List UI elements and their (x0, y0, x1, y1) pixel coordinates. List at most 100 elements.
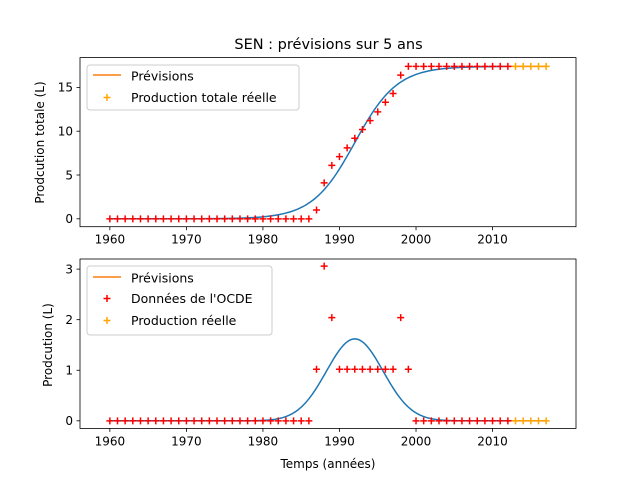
oecd-data-point (381, 365, 389, 373)
oecd-data-point (374, 108, 382, 116)
x-tick-label: 1970 (171, 434, 202, 448)
y-tick-label: 2 (65, 313, 73, 327)
oecd-data-point (236, 215, 244, 223)
oecd-data-point (198, 215, 206, 223)
oecd-data-point (504, 417, 512, 425)
oecd-data-point (335, 365, 343, 373)
oecd-data-point (305, 417, 313, 425)
x-tick-label: 1960 (95, 434, 126, 448)
oecd-data-point (305, 215, 313, 223)
plot-area (106, 262, 550, 425)
oecd-data-point (389, 90, 397, 98)
oecd-data-point (328, 314, 336, 322)
x-tick-label: 1990 (324, 233, 355, 247)
oecd-data-point (420, 417, 428, 425)
oecd-data-point (320, 179, 328, 187)
oecd-data-point (443, 62, 451, 70)
oecd-data-point (343, 144, 351, 152)
oecd-data-point (190, 215, 198, 223)
x-tick-label: 2010 (477, 233, 508, 247)
top-panel: SEN : prévisions sur 5 ans Prodcution to… (33, 37, 577, 247)
legend-oecd-label: Données de l'OCDE (131, 291, 253, 306)
oecd-data-point (435, 417, 443, 425)
oecd-data-point (144, 215, 152, 223)
oecd-data-point (121, 215, 129, 223)
legend-real-marker (103, 94, 111, 101)
oecd-data-point (466, 417, 474, 425)
y-tick-label: 3 (65, 262, 73, 276)
oecd-data-point (297, 215, 305, 223)
oecd-data-point (420, 62, 428, 70)
oecd-data-point (144, 417, 152, 425)
oecd-data-point (290, 215, 298, 223)
oecd-data-point (313, 206, 321, 214)
oecd-data-point (351, 134, 359, 142)
oecd-data-point (366, 117, 374, 125)
oecd-data-point (397, 314, 405, 322)
oecd-data-point (106, 215, 114, 223)
x-tick-label: 2000 (401, 233, 432, 247)
oecd-data-point (404, 62, 412, 70)
plot-area (106, 62, 550, 223)
y-tick-label: 0 (65, 212, 73, 226)
oecd-data-point (221, 417, 229, 425)
oecd-data-point (481, 62, 489, 70)
oecd-data-point (205, 417, 213, 425)
oecd-data-point (213, 215, 221, 223)
oecd-data-point (473, 417, 481, 425)
oecd-data-point (114, 417, 122, 425)
real-data-point (519, 417, 527, 425)
oecd-data-point (274, 417, 282, 425)
y-tick-label: 5 (65, 168, 73, 182)
real-data-point (512, 417, 520, 425)
oecd-data-point (412, 62, 420, 70)
oecd-data-point (129, 215, 137, 223)
oecd-data-point (443, 417, 451, 425)
oecd-data-point (343, 365, 351, 373)
oecd-data-point (351, 365, 359, 373)
oecd-data-point (404, 365, 412, 373)
oecd-data-point (114, 215, 122, 223)
oecd-data-point (152, 215, 160, 223)
x-axis-label: Temps (années) (280, 457, 376, 471)
y-axis-label: Prodcution (L) (41, 303, 55, 387)
oecd-data-point (136, 417, 144, 425)
legend: Prévisions Production totale réelle (86, 64, 300, 111)
legend-real-marker (103, 317, 111, 324)
oecd-data-point (389, 365, 397, 373)
oecd-data-point (358, 125, 366, 133)
x-tick-label: 1980 (248, 434, 279, 448)
oecd-data-point (152, 417, 160, 425)
oecd-data-point (159, 417, 167, 425)
oecd-data-point (473, 62, 481, 70)
plot-frame (79, 57, 577, 228)
oecd-data-point (136, 215, 144, 223)
real-data-point (534, 417, 542, 425)
oecd-data-point (412, 417, 420, 425)
x-tick-label: 2000 (401, 434, 432, 448)
oecd-data-point (244, 417, 252, 425)
legend-real-label: Production réelle (131, 313, 237, 328)
oecd-data-point (267, 417, 275, 425)
oecd-data-point (366, 365, 374, 373)
real-data-point (512, 62, 520, 70)
oecd-data-point (159, 215, 167, 223)
oecd-data-point (297, 417, 305, 425)
x-tick-label: 2010 (477, 434, 508, 448)
oecd-data-point (282, 215, 290, 223)
oecd-data-point (489, 62, 497, 70)
oecd-data-point (374, 365, 382, 373)
oecd-data-point (435, 62, 443, 70)
oecd-data-point (458, 417, 466, 425)
oecd-data-point (489, 417, 497, 425)
oecd-data-point (504, 62, 512, 70)
oecd-data-point (228, 417, 236, 425)
real-data-point (519, 62, 527, 70)
oecd-data-point (450, 62, 458, 70)
oecd-data-point (381, 98, 389, 106)
oecd-data-point (427, 62, 435, 70)
oecd-data-point (397, 71, 405, 79)
legend-forecast-label: Prévisions (131, 69, 194, 84)
oecd-data-point (313, 365, 321, 373)
oecd-data-point (251, 417, 259, 425)
